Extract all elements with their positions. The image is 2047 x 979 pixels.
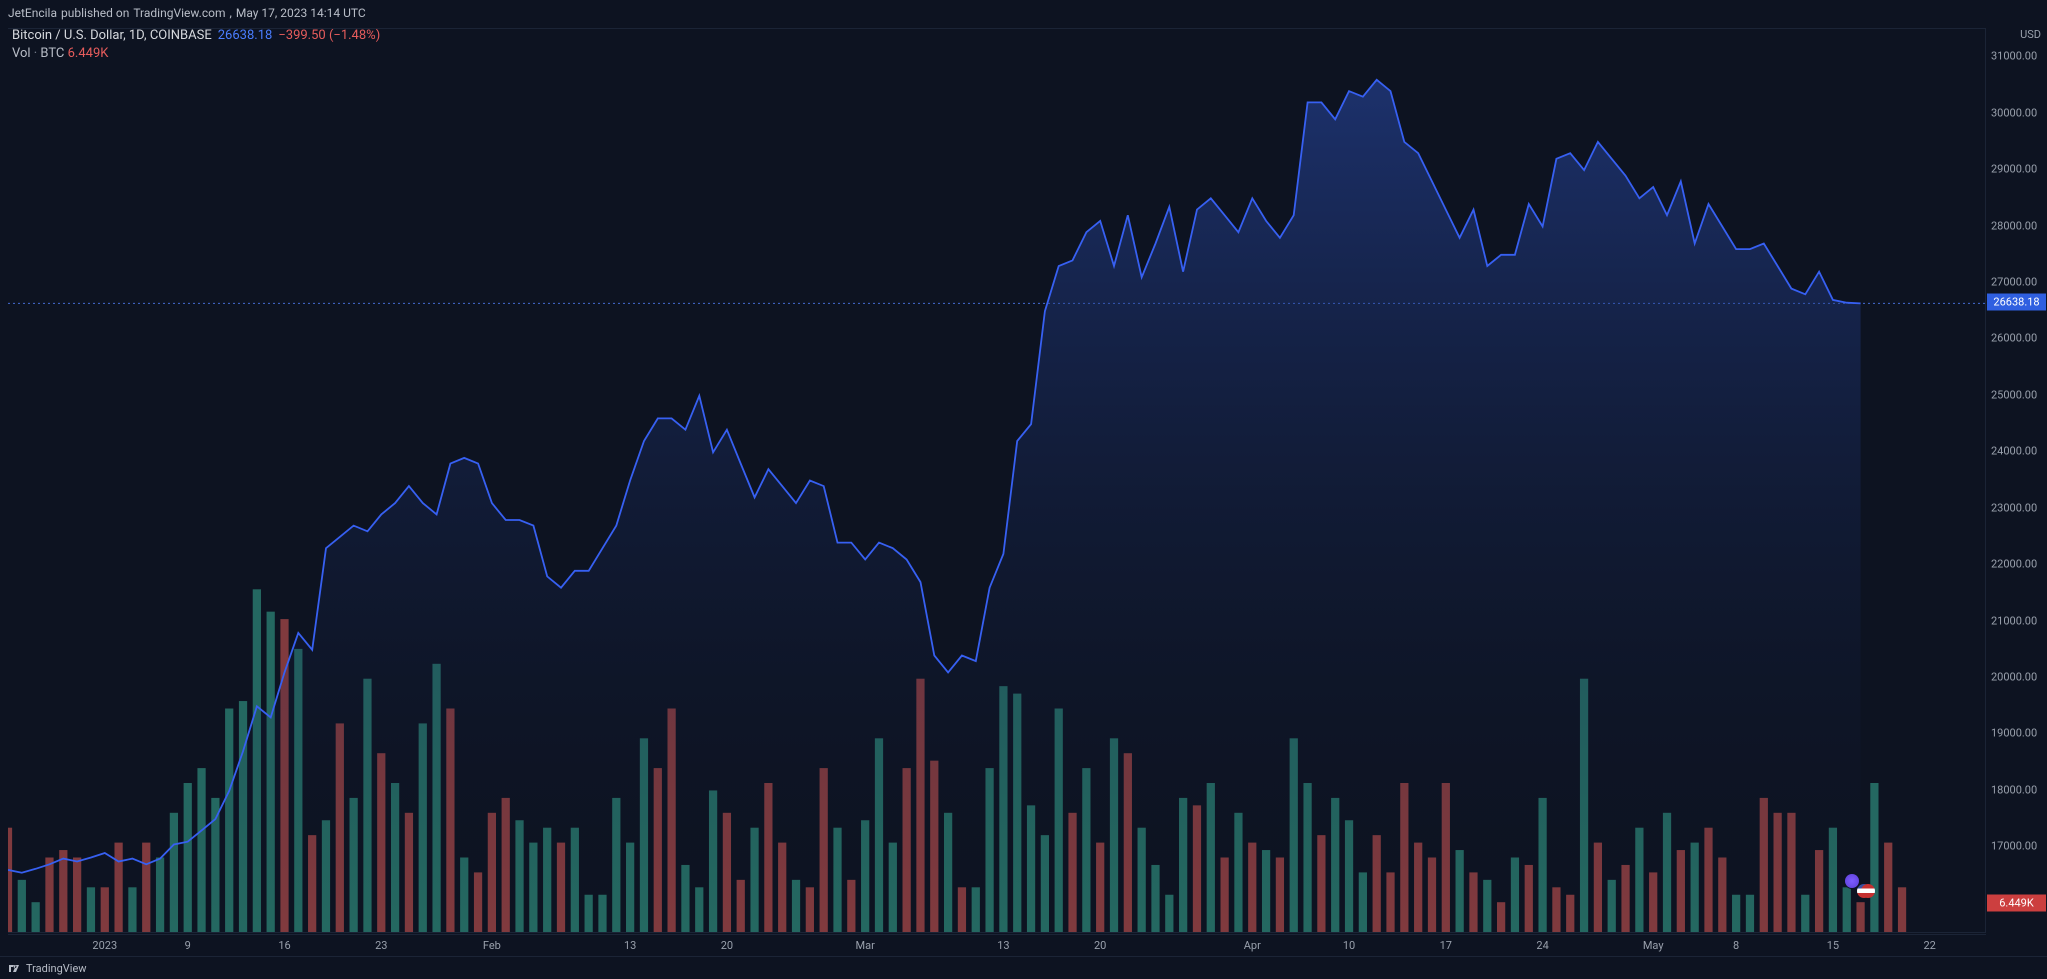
published-site: TradingView.com (133, 6, 225, 20)
last-price-tag: 26638.18 (1987, 294, 2046, 311)
y-tick: 20000.00 (1991, 671, 2045, 684)
y-tick: 24000.00 (1991, 445, 2045, 458)
volume-tag: 6.449K (1987, 894, 2046, 911)
x-tick: 15 (1827, 939, 1839, 952)
x-tick: 24 (1536, 939, 1548, 952)
y-tick: 17000.00 (1991, 840, 2045, 853)
footer-brand: TradingView (26, 962, 87, 975)
x-tick: 13 (997, 939, 1009, 952)
published-date: May 17, 2023 14:14 UTC (236, 6, 366, 20)
y-tick: 19000.00 (1991, 727, 2045, 740)
y-tick: 31000.00 (1991, 50, 2045, 63)
x-tick: May (1643, 939, 1664, 952)
event-markers[interactable] (1845, 884, 1859, 901)
y-tick: 28000.00 (1991, 219, 2045, 232)
y-tick: 21000.00 (1991, 614, 2045, 627)
x-tick: 10 (1343, 939, 1355, 952)
x-tick: 13 (624, 939, 636, 952)
y-tick: 30000.00 (1991, 106, 2045, 119)
y-tick: 22000.00 (1991, 558, 2045, 571)
x-tick: 17 (1440, 939, 1452, 952)
y-tick: 18000.00 (1991, 783, 2045, 796)
x-tick: 9 (185, 939, 191, 952)
published-header: JetEncila published on TradingView.com ,… (0, 0, 2047, 26)
author-name: JetEncila (8, 6, 57, 20)
chart-area[interactable] (8, 28, 1986, 933)
x-tick: 20 (1094, 939, 1106, 952)
x-tick: Mar (855, 939, 874, 952)
tradingview-logo-icon (8, 961, 22, 975)
y-tick: 25000.00 (1991, 388, 2045, 401)
price-axis-unit: USD (2020, 28, 2041, 41)
x-tick: 23 (375, 939, 387, 952)
time-axis[interactable]: 2023 9 16 23 Feb 13 20 Mar 13 20 Apr 10 17 24 May 8 15 22 (8, 934, 1986, 957)
x-tick: 8 (1733, 939, 1739, 952)
y-tick: 23000.00 (1991, 501, 2045, 514)
published-prefix: published on (61, 6, 129, 20)
x-tick: 20 (721, 939, 733, 952)
flag-icon-2[interactable] (1861, 884, 1875, 898)
y-tick: 27000.00 (1991, 275, 2045, 288)
y-tick: 29000.00 (1991, 163, 2045, 176)
x-tick: Feb (483, 939, 501, 952)
x-tick: 22 (1924, 939, 1936, 952)
y-tick: 26000.00 (1991, 332, 2045, 345)
footer-bar: TradingView (0, 956, 2047, 979)
x-tick: 16 (278, 939, 290, 952)
x-tick: 2023 (92, 939, 117, 952)
chart-window: JetEncila published on TradingView.com ,… (0, 0, 2047, 979)
price-axis[interactable]: USD 31000.00 30000.00 29000.00 28000.00 2700… (1987, 28, 2047, 933)
x-tick: Apr (1244, 939, 1261, 952)
lightning-icon[interactable] (1845, 874, 1859, 888)
